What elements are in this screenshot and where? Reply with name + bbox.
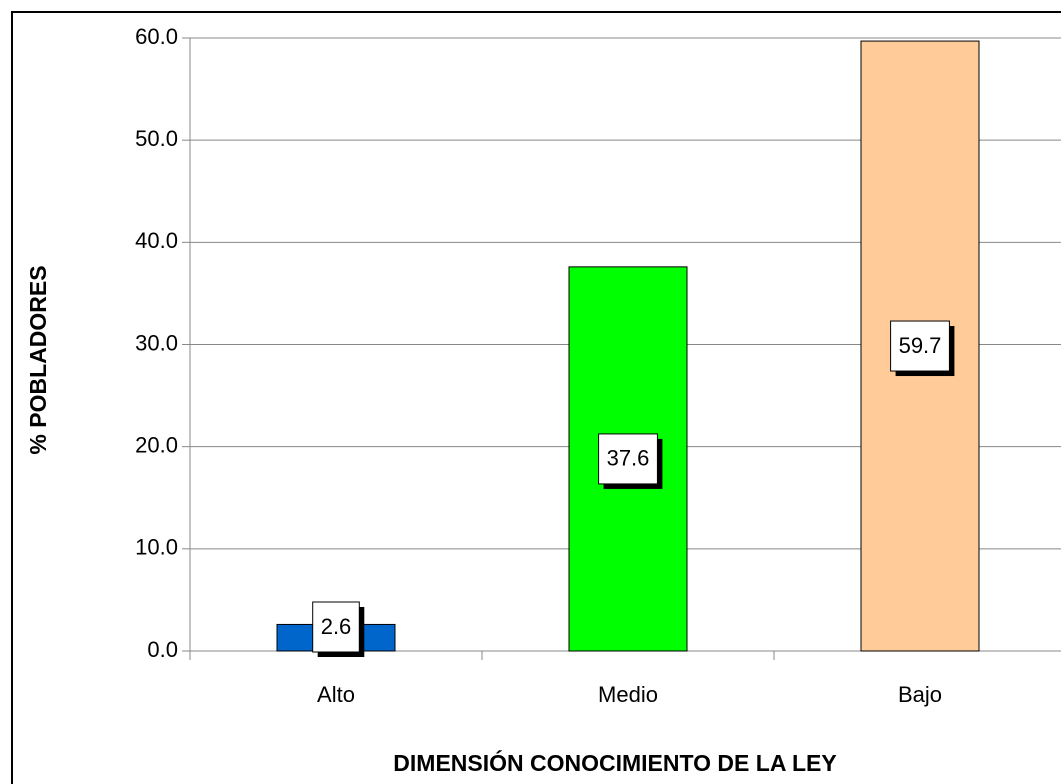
x-tick-label: Medio xyxy=(598,682,658,707)
data-label: 59.7 xyxy=(899,333,942,358)
y-tick-label: 30.0 xyxy=(135,330,178,355)
y-tick-label: 0.0 xyxy=(147,637,178,662)
y-tick-label: 40.0 xyxy=(135,228,178,253)
data-label: 2.6 xyxy=(321,614,352,639)
y-tick-label: 10.0 xyxy=(135,535,178,560)
label-box xyxy=(890,320,950,372)
y-tick-label: 50.0 xyxy=(135,126,178,151)
y-tick-label: 20.0 xyxy=(135,432,178,457)
y-tick-label: 60.0 xyxy=(135,24,178,49)
label-box xyxy=(598,433,658,485)
x-tick-label: Alto xyxy=(317,682,355,707)
y-axis-title: % POBLADORES xyxy=(25,265,51,454)
x-axis-title: DIMENSIÓN CONOCIMIENTO DE LA LEY xyxy=(393,749,836,776)
x-tick-label: Bajo xyxy=(898,682,942,707)
data-label: 37.6 xyxy=(607,446,650,471)
label-box xyxy=(312,601,360,653)
